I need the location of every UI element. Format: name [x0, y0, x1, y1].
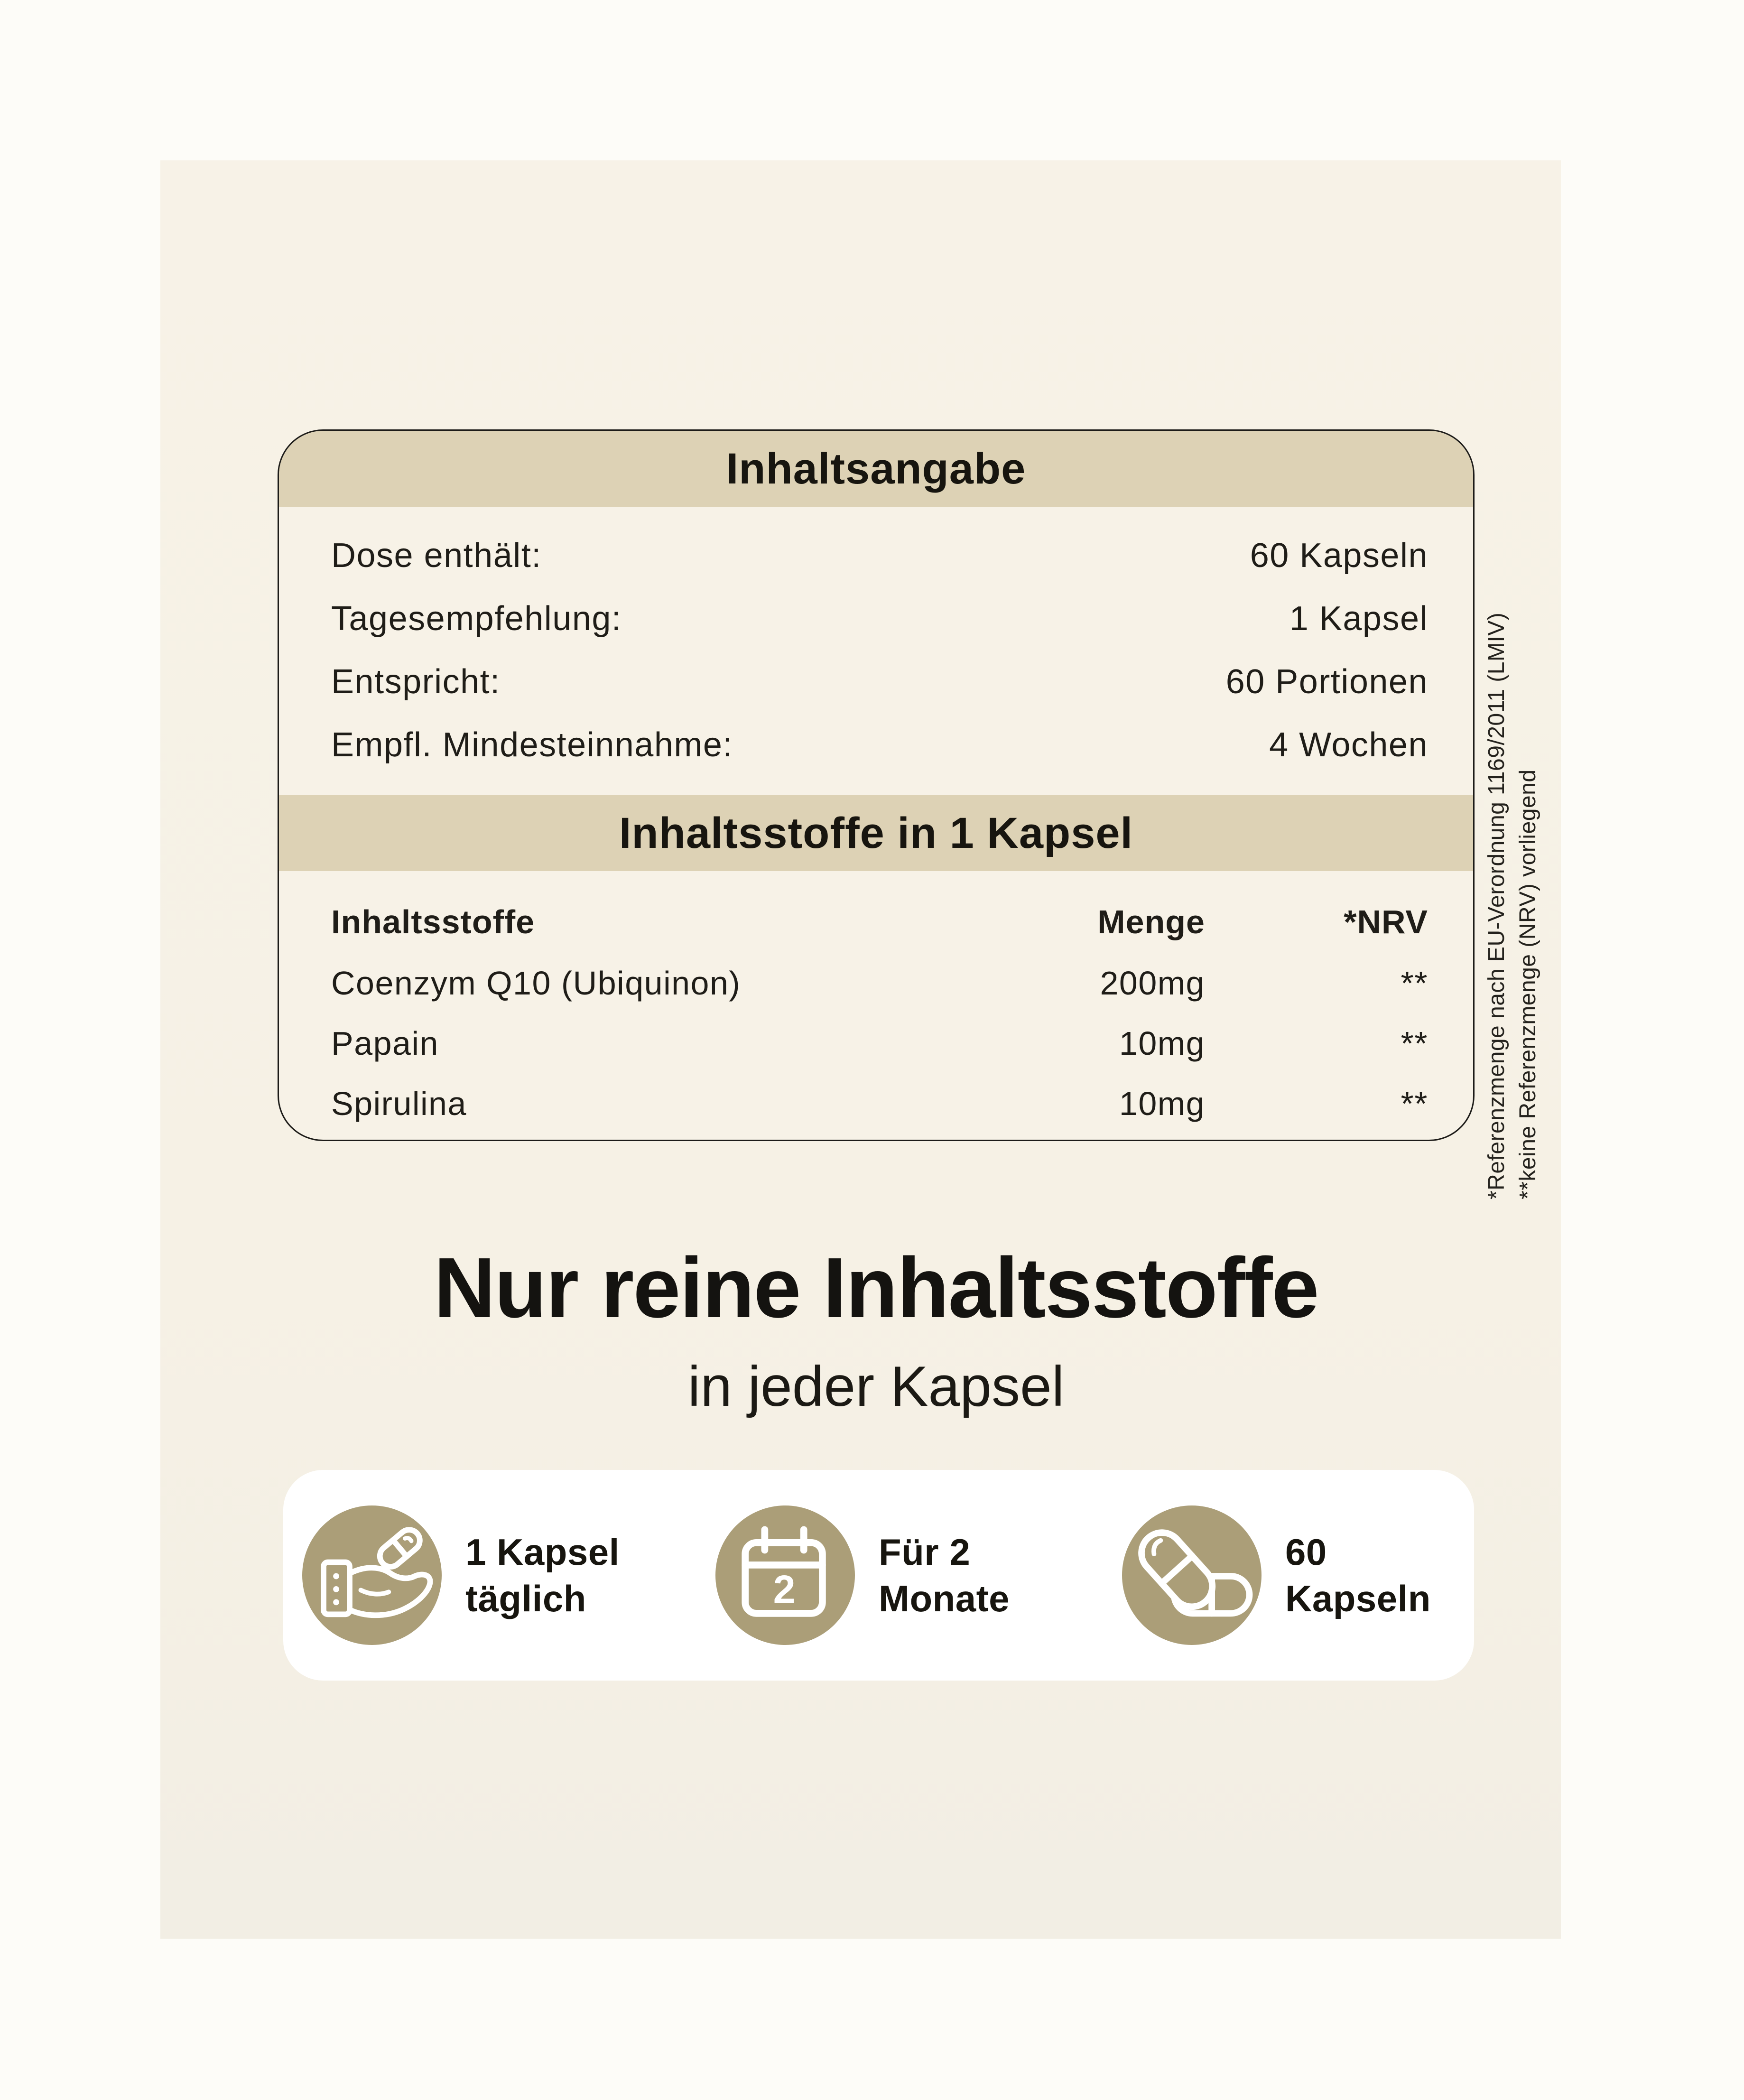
ingredients-table: Inhaltsstoffe Menge *NRV Coenzym Q10 (Ub… [279, 891, 1473, 1134]
ingredient-nrv: ** [1401, 964, 1428, 1002]
feature-daily-dose: 1 Kapsel täglich [302, 1505, 620, 1645]
footnote-no-nrv: **keine Referenzmenge (NRV) vorliegend [1515, 769, 1540, 1199]
hand-holding-capsule-icon [302, 1505, 442, 1645]
info-value: 4 Wochen [1269, 725, 1428, 764]
calendar-number: 2 [773, 1567, 796, 1612]
feature-duration: 2 Für 2 Monate [715, 1505, 1010, 1645]
info-value: 60 Portionen [1225, 662, 1428, 701]
ingredient-amount: 10mg [1119, 1024, 1205, 1062]
feature-label-line2: Monate [879, 1578, 1010, 1619]
feature-label-line1: Für 2 [879, 1531, 971, 1573]
ingredient-nrv: ** [1401, 1085, 1428, 1122]
info-value: 60 Kapseln [1250, 536, 1428, 575]
regulatory-footnotes: *Referenzmenge nach EU-Verordnung 1169/2… [1481, 545, 1544, 1199]
column-header-amount: Menge [1097, 903, 1205, 940]
info-row: Dose enthält: 60 Kapseln [331, 524, 1428, 587]
info-value: 1 Kapsel [1289, 599, 1428, 638]
feature-label: 1 Kapsel täglich [465, 1529, 620, 1622]
feature-capsule-count: 60 Kapseln [1122, 1505, 1431, 1645]
calendar-icon: 2 [715, 1505, 855, 1645]
page-title: Nur reine Inhaltsstoffe [434, 1240, 1319, 1336]
info-row: Tagesempfehlung: 1 Kapsel [331, 587, 1428, 650]
info-label: Dose enthält: [331, 536, 542, 575]
page-subtitle: in jeder Kapsel [687, 1355, 1065, 1418]
info-label: Empfl. Mindesteinnahme: [331, 725, 733, 764]
panel-header-band: Inhaltsangabe [279, 431, 1473, 507]
feature-bar: 1 Kapsel täglich 2 Für 2 [283, 1470, 1474, 1681]
ingredient-amount: 10mg [1119, 1085, 1205, 1122]
table-row: Papain 10mg ** [331, 1013, 1428, 1073]
ingredient-name: Coenzym Q10 (Ubiquinon) [331, 964, 741, 1002]
facts-panel: Inhaltsangabe Dose enthält: 60 Kapseln T… [278, 429, 1475, 1141]
footnote-reference: *Referenzmenge nach EU-Verordnung 1169/2… [1484, 612, 1509, 1199]
feature-label-line1: 1 Kapsel [465, 1531, 620, 1573]
column-header-name: Inhaltsstoffe [331, 903, 535, 940]
feature-label: Für 2 Monate [879, 1529, 1010, 1622]
info-label: Tagesempfehlung: [331, 599, 622, 638]
feature-label-line1: 60 [1285, 1531, 1327, 1573]
info-row: Empfl. Mindesteinnahme: 4 Wochen [331, 713, 1428, 776]
table-header-row: Inhaltsstoffe Menge *NRV [331, 891, 1428, 953]
capsules-icon [1122, 1505, 1262, 1645]
panel-subheader-band: Inhaltsstoffe in 1 Kapsel [279, 795, 1473, 871]
column-header-nrv: *NRV [1344, 903, 1428, 940]
info-label: Entspricht: [331, 662, 501, 701]
ingredient-nrv: ** [1401, 1024, 1428, 1062]
table-row: Coenzym Q10 (Ubiquinon) 200mg ** [331, 953, 1428, 1013]
ingredient-name: Papain [331, 1024, 439, 1062]
feature-label-line2: Kapseln [1285, 1578, 1431, 1619]
feature-label-line2: täglich [465, 1578, 586, 1619]
feature-label: 60 Kapseln [1285, 1529, 1431, 1622]
ingredient-name: Spirulina [331, 1085, 467, 1122]
dose-info-rows: Dose enthält: 60 Kapseln Tagesempfehlung… [279, 507, 1473, 776]
info-row: Entspricht: 60 Portionen [331, 650, 1428, 713]
panel-subtitle: Inhaltsstoffe in 1 Kapsel [619, 808, 1133, 857]
panel-title: Inhaltsangabe [726, 444, 1026, 493]
table-row: Spirulina 10mg ** [331, 1073, 1428, 1134]
ingredient-amount: 200mg [1100, 964, 1205, 1002]
